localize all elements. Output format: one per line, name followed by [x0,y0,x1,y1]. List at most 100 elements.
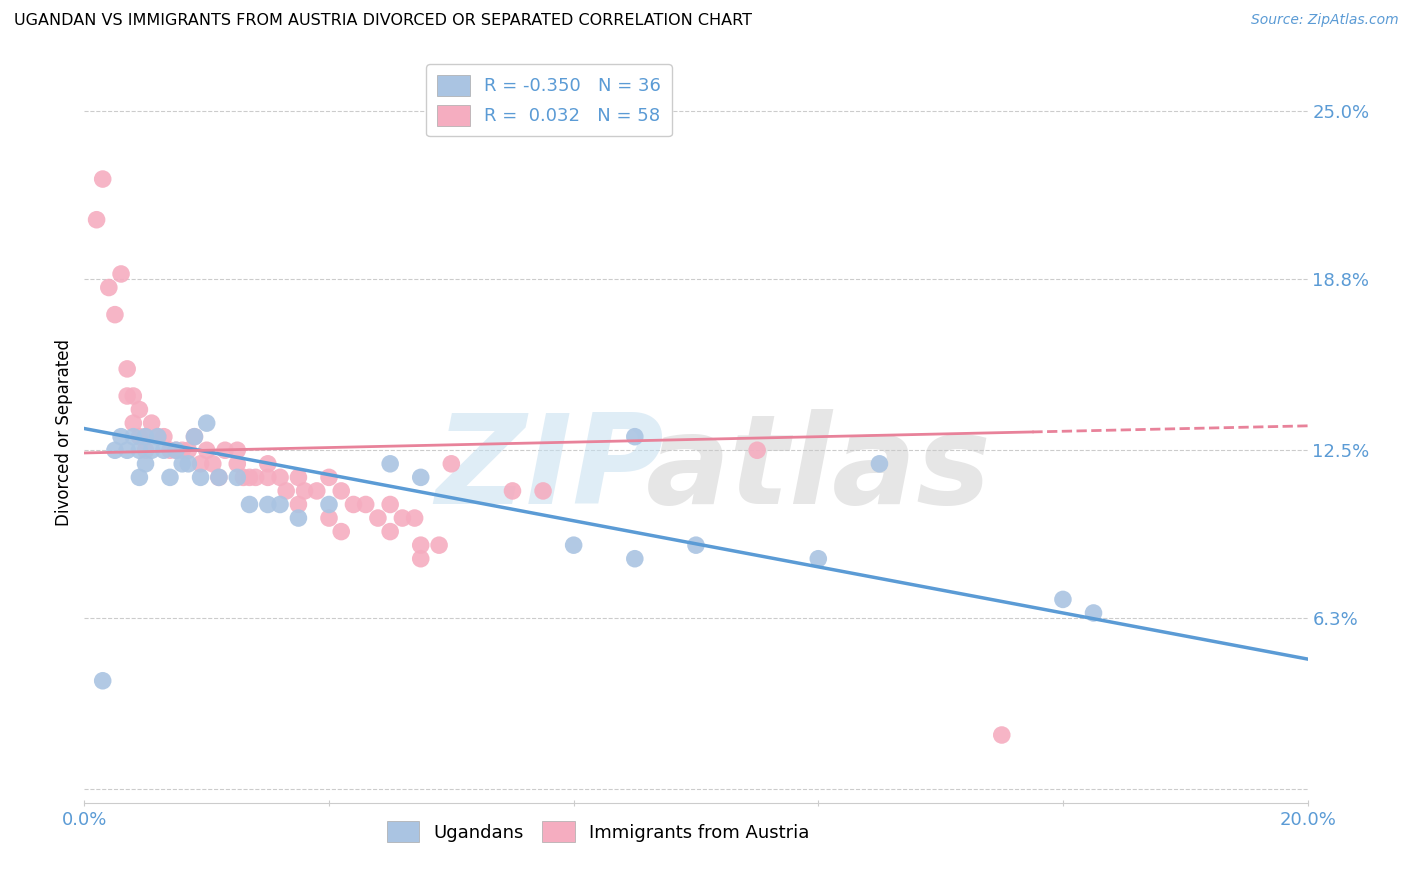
Point [208,470,231,484]
Point [115,362,138,376]
Point [201,457,224,471]
Point [257,498,280,512]
Point [294,483,316,498]
Point [330,524,353,539]
Point [214,443,236,458]
Point [991,728,1014,742]
Point [238,498,260,512]
Point [208,470,231,484]
Point [318,498,340,512]
Point [172,457,194,471]
Point [226,443,249,458]
Point [226,470,249,484]
Point [135,430,157,444]
Point [380,498,402,512]
Point [257,470,280,484]
Point [409,538,432,552]
Point [380,524,402,539]
Point [159,443,181,458]
Point [287,498,309,512]
Point [269,498,291,512]
Point [86,212,108,227]
Point [122,430,145,444]
Point [135,443,157,458]
Point [177,457,200,471]
Point [122,389,145,403]
Point [97,280,120,294]
Point [624,551,647,566]
Point [276,483,298,498]
Point [502,483,524,498]
Point [1052,592,1074,607]
Point [232,470,254,484]
Point [128,430,150,444]
Point [330,483,353,498]
Point [141,416,163,430]
Point [409,470,432,484]
Point [110,267,132,281]
Point [869,457,891,471]
Text: ZIP: ZIP [434,409,664,530]
Point [238,470,260,484]
Point [183,430,205,444]
Legend: Ugandans, Immigrants from Austria: Ugandans, Immigrants from Austria [380,814,817,849]
Point [269,470,291,484]
Point [91,673,114,688]
Point [404,511,426,525]
Point [245,470,267,484]
Point [342,498,364,512]
Point [135,430,157,444]
Point [159,470,181,484]
Point [146,430,169,444]
Point [104,443,127,458]
Point [165,443,187,458]
Point [287,470,309,484]
Point [153,443,176,458]
Point [318,470,340,484]
Point [747,443,769,458]
Text: Source: ZipAtlas.com: Source: ZipAtlas.com [1251,13,1399,28]
Point [183,430,205,444]
Point [226,457,249,471]
Y-axis label: Divorced or Separated: Divorced or Separated [55,339,73,526]
Point [440,457,463,471]
Point [104,308,127,322]
Point [153,430,176,444]
Text: UGANDAN VS IMMIGRANTS FROM AUSTRIA DIVORCED OR SEPARATED CORRELATION CHART: UGANDAN VS IMMIGRANTS FROM AUSTRIA DIVOR… [14,13,752,29]
Point [122,416,145,430]
Point [91,172,114,186]
Text: atlas: atlas [645,409,991,530]
Point [1083,606,1105,620]
Point [409,551,432,566]
Point [135,457,157,471]
Point [685,538,707,552]
Point [190,470,212,484]
Point [141,443,163,458]
Point [354,498,377,512]
Point [190,457,212,471]
Point [195,443,218,458]
Point [367,511,389,525]
Point [318,511,340,525]
Point [172,443,194,458]
Point [391,511,413,525]
Point [115,443,138,458]
Point [305,483,328,498]
Point [195,416,218,430]
Point [146,430,169,444]
Point [427,538,450,552]
Point [128,402,150,417]
Point [177,443,200,458]
Point [165,443,187,458]
Point [380,457,402,471]
Point [531,483,554,498]
Point [562,538,585,552]
Point [257,457,280,471]
Point [128,470,150,484]
Point [807,551,830,566]
Point [110,430,132,444]
Point [115,389,138,403]
Point [128,443,150,458]
Point [287,511,309,525]
Point [624,430,647,444]
